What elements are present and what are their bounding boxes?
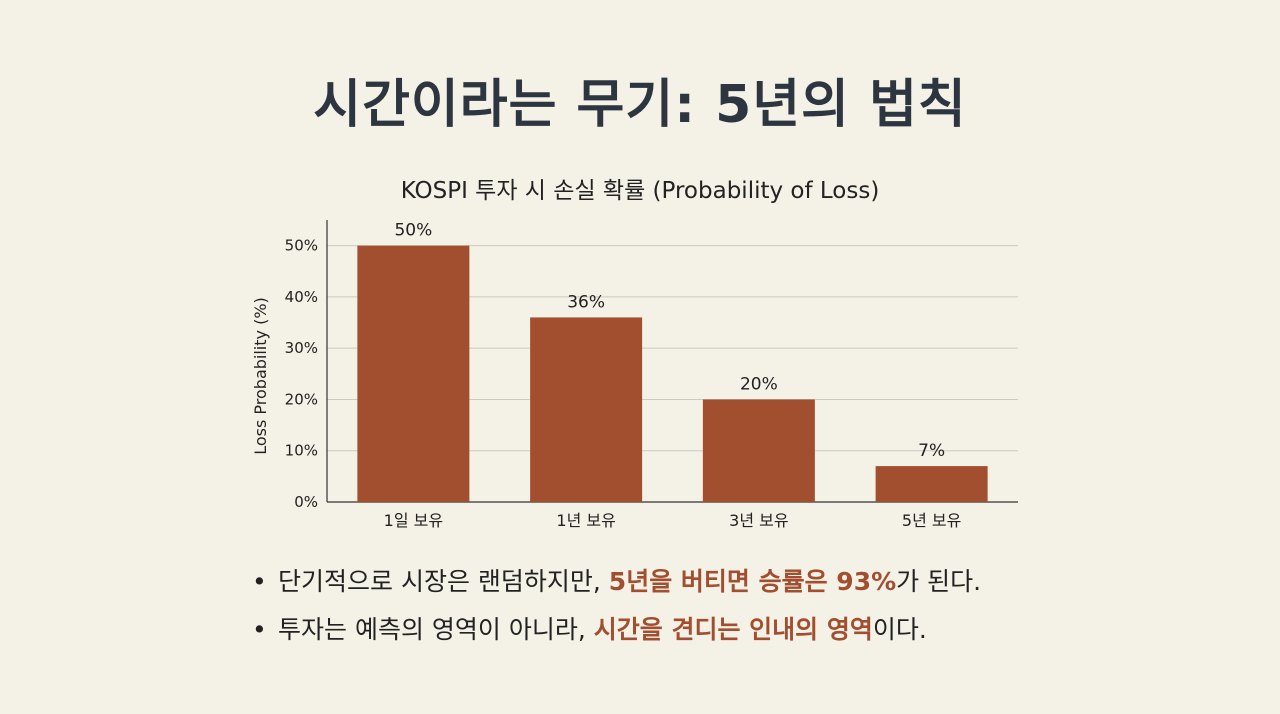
- bar: [702, 399, 815, 502]
- bullet-list: • 단기적으로 시장은 랜덤하지만, 5년을 버티면 승률은 93%가 된다. •…: [252, 562, 981, 658]
- y-tick-label: 50%: [285, 237, 318, 255]
- y-tick-label: 0%: [294, 493, 318, 511]
- page-title: 시간이라는 무기: 5년의 법칙: [313, 75, 967, 135]
- bullet-text-end: 가 된다.: [896, 567, 982, 596]
- bar-value-label: 50%: [394, 221, 432, 241]
- bullet-highlight: 시간을 견디는 인내의 영역: [593, 615, 873, 644]
- bullet-item: • 단기적으로 시장은 랜덤하지만, 5년을 버티면 승률은 93%가 된다.: [252, 562, 981, 610]
- x-tick-label: 3년 보유: [729, 511, 788, 530]
- bullet-dot-icon: •: [252, 615, 267, 644]
- bullet-text-end: 이다.: [872, 615, 927, 644]
- x-tick-label: 1일 보유: [384, 511, 443, 530]
- bar: [875, 466, 988, 502]
- bar: [357, 245, 470, 502]
- y-tick-label: 10%: [285, 442, 318, 460]
- bullet-text: 투자는 예측의 영역이 아니라,: [278, 615, 594, 644]
- bar-value-label: 7%: [918, 441, 945, 461]
- bullet-highlight: 5년을 버티면 승률은 93%: [608, 567, 897, 596]
- x-tick-label: 5년 보유: [902, 511, 961, 530]
- y-tick-label: 40%: [285, 288, 318, 306]
- loss-probability-chart: KOSPI 투자 시 손실 확률 (Probability of Loss) 0%…: [251, 178, 1018, 530]
- y-axis-label: Loss Probability (%): [251, 297, 270, 455]
- y-tick-label: 20%: [285, 390, 318, 408]
- bullet-dot-icon: •: [252, 567, 267, 596]
- chart-title: KOSPI 투자 시 손실 확률 (Probability of Loss): [401, 178, 880, 204]
- bar-value-label: 20%: [740, 374, 778, 394]
- x-tick-label: 1년 보유: [556, 511, 615, 530]
- bullet-text: 단기적으로 시장은 랜덤하지만,: [278, 567, 609, 596]
- bullet-item: • 투자는 예측의 영역이 아니라, 시간을 견디는 인내의 영역이다.: [252, 610, 981, 658]
- y-tick-label: 30%: [285, 339, 318, 357]
- bar-value-label: 36%: [567, 292, 605, 312]
- bar: [530, 317, 643, 502]
